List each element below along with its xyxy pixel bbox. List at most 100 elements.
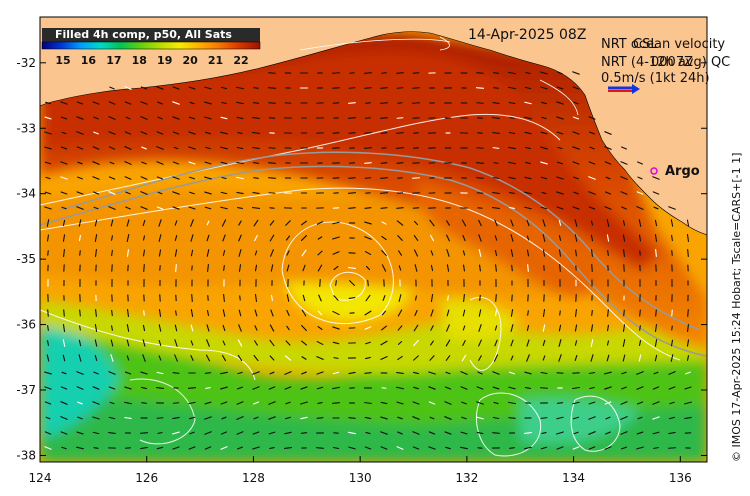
velocity-arrow	[60, 416, 68, 420]
velocity-arrow	[174, 235, 178, 241]
lat-tick-label: -37	[16, 383, 36, 397]
velocity-arrow	[109, 86, 115, 90]
velocity-arrow	[348, 177, 356, 179]
velocity-arrow	[204, 161, 212, 165]
velocity-arrow	[140, 446, 148, 450]
velocity-arrow	[364, 310, 372, 316]
velocity-arrow	[588, 176, 596, 180]
velocity-arrow	[79, 250, 81, 256]
velocity-arrow	[252, 102, 260, 104]
velocity-arrow	[462, 340, 466, 346]
velocity-arrow	[220, 116, 228, 120]
velocity-arrow	[540, 86, 548, 90]
velocity-arrow	[236, 161, 244, 165]
velocity-arrow	[60, 161, 68, 165]
velocity-arrow	[236, 101, 244, 105]
velocity-arrow	[461, 219, 467, 227]
velocity-arrow	[188, 416, 196, 420]
velocity-arrow	[300, 432, 308, 434]
velocity-arrow	[158, 355, 162, 361]
velocity-arrow	[428, 431, 436, 435]
velocity-arrow	[190, 249, 194, 257]
velocity-arrow	[559, 310, 561, 316]
velocity-arrow	[126, 234, 130, 242]
velocity-arrow	[573, 191, 579, 195]
velocity-arrow	[462, 250, 466, 256]
velocity-arrow	[652, 416, 660, 420]
velocity-arrow	[190, 219, 194, 227]
velocity-arrow	[156, 206, 164, 210]
velocity-arrow	[494, 309, 498, 317]
velocity-arrow	[44, 386, 52, 390]
velocity-arrow	[269, 355, 275, 361]
velocity-arrow	[62, 354, 66, 362]
velocity-arrow	[622, 354, 626, 362]
velocity-arrow	[637, 161, 643, 165]
velocity-arrow	[332, 310, 340, 316]
velocity-arrow	[365, 294, 371, 302]
velocity-arrow	[413, 386, 419, 390]
velocity-arrow	[396, 386, 404, 390]
velocity-arrow	[526, 324, 530, 332]
velocity-arrow	[220, 206, 228, 210]
velocity-arrow	[493, 87, 499, 89]
velocity-arrow	[63, 248, 65, 258]
velocity-arrow	[283, 447, 293, 449]
velocity-arrow	[396, 132, 404, 134]
velocity-arrow	[60, 431, 68, 435]
velocity-arrow	[524, 191, 532, 195]
velocity-arrow	[414, 264, 418, 272]
velocity-arrow	[252, 371, 260, 375]
velocity-arrow	[508, 71, 516, 75]
velocity-arrow	[686, 219, 690, 227]
velocity-arrow	[380, 401, 388, 405]
velocity-arrow	[623, 309, 625, 317]
velocity-arrow	[636, 371, 644, 375]
velocity-arrow	[222, 309, 226, 317]
velocity-arrow	[205, 387, 211, 389]
velocity-arrow	[158, 234, 162, 242]
colorbar-title: Filled 4h comp, p50, All Sats	[55, 28, 232, 41]
velocity-arrow	[220, 131, 228, 135]
plot-frame	[39, 16, 708, 463]
velocity-arrow	[220, 431, 228, 435]
velocity-arrow	[348, 446, 356, 450]
velocity-arrow	[590, 354, 594, 362]
velocity-arrow	[62, 339, 66, 347]
velocity-arrow	[61, 206, 67, 210]
velocity-arrow	[556, 416, 564, 420]
velocity-arrow	[396, 117, 404, 119]
velocity-arrow	[671, 234, 673, 242]
legend-overlap-2: 0007Z	[651, 55, 693, 70]
velocity-arrow	[397, 325, 403, 331]
velocity-arrow	[142, 354, 146, 362]
velocity-arrow	[44, 161, 52, 165]
velocity-arrow	[206, 220, 210, 226]
velocity-arrow	[604, 131, 612, 135]
velocity-arrow	[301, 371, 307, 375]
velocity-arrow	[108, 146, 116, 150]
velocity-arrow	[237, 371, 243, 375]
velocity-arrow	[511, 264, 513, 272]
velocity-arrow	[108, 191, 116, 195]
velocity-arrow	[254, 264, 258, 272]
velocity-arrow	[540, 446, 548, 450]
velocity-arrow	[316, 221, 324, 225]
lat-tick-label: -32	[16, 56, 36, 70]
colorbar-tick-label: 15	[55, 54, 70, 67]
velocity-arrow	[526, 354, 530, 362]
legend-line-1: NRT ocean velocity	[601, 37, 725, 52]
velocity-arrow	[510, 309, 514, 317]
velocity-arrow	[318, 294, 322, 302]
velocity-arrow	[670, 354, 674, 362]
velocity-arrow	[445, 339, 451, 347]
velocity-arrow	[204, 116, 212, 120]
velocity-arrow	[140, 191, 148, 195]
velocity-arrow	[492, 72, 500, 74]
velocity-arrow	[205, 131, 211, 135]
velocity-arrow	[588, 191, 596, 195]
velocity-arrow	[268, 162, 276, 164]
velocity-arrow	[221, 416, 227, 420]
velocity-arrow	[684, 416, 692, 420]
velocity-arrow	[204, 431, 212, 435]
